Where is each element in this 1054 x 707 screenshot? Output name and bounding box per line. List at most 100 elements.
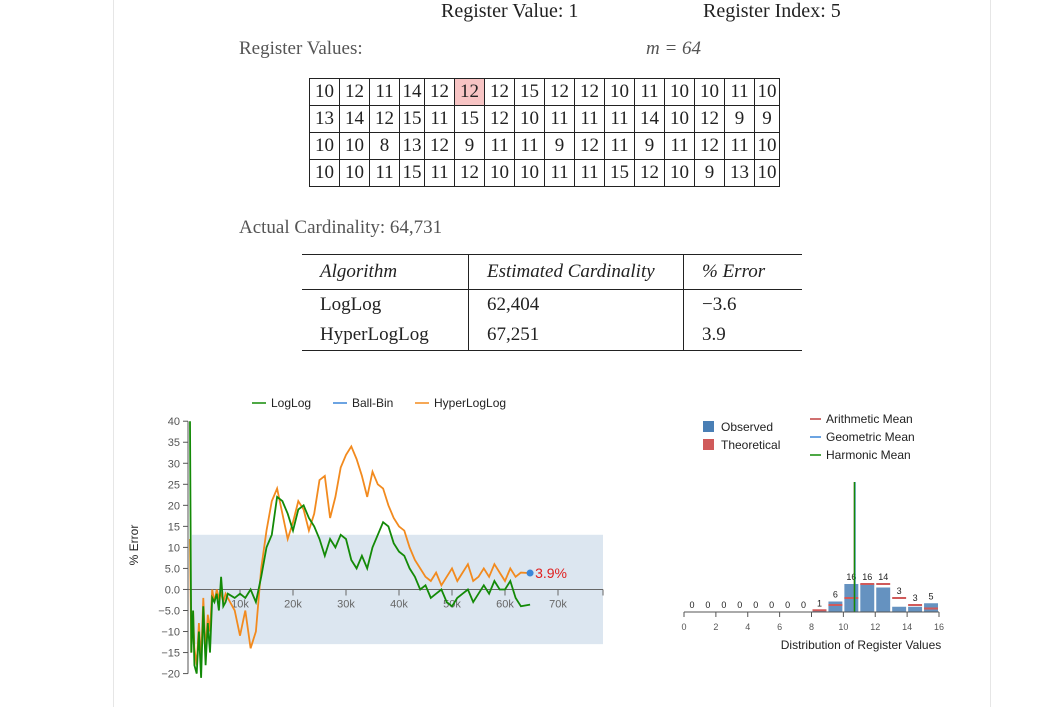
register-cell[interactable]: 12 <box>454 159 485 187</box>
y-tick-label: 35 <box>168 437 180 449</box>
register-cell[interactable]: 11 <box>604 105 635 133</box>
register-cell[interactable]: 10 <box>309 159 340 187</box>
register-cell[interactable]: 9 <box>544 132 575 160</box>
register-cell[interactable]: 9 <box>454 132 485 160</box>
register-cell[interactable]: 10 <box>309 132 340 160</box>
bar-count-label: 16 <box>846 572 856 582</box>
register-cell[interactable]: 12 <box>424 78 455 106</box>
register-cell[interactable]: 10 <box>309 78 340 106</box>
results-header-algorithm: Algorithm <box>302 254 469 290</box>
results-estimate: 62,404 <box>468 289 684 320</box>
register-cell[interactable]: 13 <box>399 132 425 160</box>
register-cell[interactable]: 12 <box>634 159 665 187</box>
register-cell[interactable]: 10 <box>604 78 635 106</box>
register-cell[interactable]: 15 <box>399 105 425 133</box>
register-cell[interactable]: 11 <box>424 159 455 187</box>
bar-count-label: 5 <box>929 591 934 601</box>
register-cell[interactable]: 13 <box>309 105 340 133</box>
register-cell[interactable]: 13 <box>724 159 755 187</box>
register-cell[interactable]: 10 <box>484 159 515 187</box>
end-point-marker <box>526 569 534 577</box>
register-cell[interactable]: 14 <box>399 78 425 106</box>
register-cell[interactable]: 11 <box>369 78 400 106</box>
register-grid: 10 12 11 14 12 12 12 15 12 12 10 11 10 10 11 10 13 14 12 15… <box>309 78 780 187</box>
register-cell[interactable]: 9 <box>634 132 665 160</box>
register-cell[interactable]: 12 <box>484 105 515 133</box>
bar-count-label: 6 <box>833 590 838 600</box>
register-cell[interactable]: 10 <box>754 78 780 106</box>
dist-x-tick-label: 14 <box>902 622 912 632</box>
dist-x-tick-label: 0 <box>681 622 686 632</box>
actual-cardinality-label: Actual Cardinality: 64,731 <box>239 217 443 238</box>
results-row: LogLog 62,404 −3.6 <box>302 289 802 320</box>
series-line-loglog <box>189 421 531 678</box>
register-cell[interactable]: 9 <box>754 105 780 133</box>
register-cell[interactable]: 12 <box>339 78 370 106</box>
observed-bar <box>908 606 923 612</box>
end-error-label: 3.9% <box>535 565 567 581</box>
register-row: 13 14 12 15 11 15 12 10 11 11 11 14 10 12 9 9 <box>309 105 780 133</box>
theoretical-marker <box>892 597 907 599</box>
register-cell[interactable]: 15 <box>454 105 485 133</box>
register-cell[interactable]: 12 <box>574 132 605 160</box>
register-cell[interactable]: 12 <box>694 105 725 133</box>
legend-label: Ball-Bin <box>352 396 393 410</box>
bar-count-label: 0 <box>785 600 790 610</box>
results-error: −3.6 <box>683 289 802 320</box>
register-cell[interactable]: 11 <box>574 159 605 187</box>
register-cell[interactable]: 15 <box>514 78 545 106</box>
register-cell[interactable]: 12 <box>694 132 725 160</box>
register-cell[interactable]: 12 <box>369 105 400 133</box>
register-cell[interactable]: 10 <box>339 132 370 160</box>
register-cell[interactable]: 12 <box>424 132 455 160</box>
dist-x-tick-label: 16 <box>934 622 944 632</box>
bar-count-label: 0 <box>689 600 694 610</box>
register-cell[interactable]: 10 <box>514 105 545 133</box>
register-cell[interactable]: 10 <box>664 159 695 187</box>
register-cell[interactable]: 10 <box>754 132 780 160</box>
y-tick-label: −10 <box>161 627 180 639</box>
register-cell[interactable]: 10 <box>339 159 370 187</box>
register-cell[interactable]: 11 <box>544 105 575 133</box>
register-cell[interactable]: 11 <box>574 105 605 133</box>
register-cell[interactable]: 10 <box>664 105 695 133</box>
register-cell[interactable]: 10 <box>694 78 725 106</box>
register-cell[interactable]: 14 <box>339 105 370 133</box>
theoretical-marker <box>844 597 859 599</box>
observed-bar <box>860 584 875 612</box>
register-cell[interactable]: 9 <box>724 105 755 133</box>
register-cell[interactable]: 11 <box>369 159 400 187</box>
register-row: 10 10 8 13 12 9 11 11 9 12 11 9 11 12 11 10 <box>309 132 780 160</box>
register-cell[interactable]: 11 <box>664 132 695 160</box>
register-cell[interactable]: 12 <box>574 78 605 106</box>
register-cell[interactable]: 15 <box>399 159 425 187</box>
register-cell[interactable]: 10 <box>754 159 780 187</box>
theoretical-marker <box>876 583 891 585</box>
register-cell[interactable]: 11 <box>604 132 635 160</box>
distribution-chart: Observed Theoretical Arithmetic Mean Geomet… <box>681 412 944 652</box>
legend-label: Observed <box>721 420 773 434</box>
register-cell[interactable]: 11 <box>634 78 665 106</box>
y-tick-label: −20 <box>161 669 180 681</box>
register-cell[interactable]: 11 <box>514 132 545 160</box>
bar-count-label: 3 <box>913 593 918 603</box>
register-cell[interactable]: 12 <box>454 78 485 106</box>
register-cell[interactable]: 15 <box>604 159 635 187</box>
register-cell[interactable]: 9 <box>694 159 725 187</box>
register-cell[interactable]: 12 <box>484 78 515 106</box>
register-row: 10 12 11 14 12 12 12 15 12 12 10 11 10 10 11 10 <box>309 78 780 106</box>
register-cell[interactable]: 10 <box>664 78 695 106</box>
register-cell[interactable]: 11 <box>724 78 755 106</box>
x-tick-label: 70k <box>549 598 567 610</box>
register-cell[interactable]: 11 <box>424 105 455 133</box>
y-tick-label: 15 <box>168 521 180 533</box>
register-cell[interactable]: 11 <box>544 159 575 187</box>
register-cell[interactable]: 10 <box>514 159 545 187</box>
observed-bar <box>828 601 843 612</box>
register-cell[interactable]: 11 <box>724 132 755 160</box>
register-cell[interactable]: 8 <box>369 132 400 160</box>
register-cell[interactable]: 14 <box>634 105 665 133</box>
register-cell[interactable]: 12 <box>544 78 575 106</box>
register-cell[interactable]: 11 <box>484 132 515 160</box>
y-tick-label: 10 <box>168 542 180 554</box>
